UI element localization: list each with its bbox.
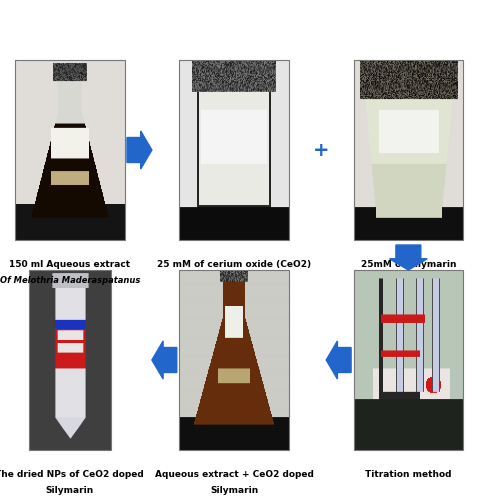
Text: The dried NPs of CeO2 doped: The dried NPs of CeO2 doped bbox=[0, 470, 144, 479]
Polygon shape bbox=[389, 245, 427, 270]
Text: 150 ml Aqueous extract: 150 ml Aqueous extract bbox=[9, 260, 130, 269]
Bar bbox=[179, 270, 289, 450]
Text: Aqueous extract + CeO2 doped: Aqueous extract + CeO2 doped bbox=[154, 470, 314, 479]
Text: +: + bbox=[313, 140, 330, 160]
Text: Silymarin: Silymarin bbox=[46, 486, 94, 495]
Text: Titration method: Titration method bbox=[365, 470, 452, 479]
Bar bbox=[29, 270, 111, 450]
Polygon shape bbox=[152, 341, 177, 379]
Text: Of Melothria Maderaspatanus: Of Melothria Maderaspatanus bbox=[0, 276, 140, 285]
Bar bbox=[354, 60, 463, 240]
Bar bbox=[179, 60, 289, 240]
Text: 25 mM of cerium oxide (CeO2): 25 mM of cerium oxide (CeO2) bbox=[157, 260, 311, 269]
Polygon shape bbox=[326, 341, 351, 379]
Bar bbox=[354, 270, 463, 450]
Text: 25mM of Silymarin: 25mM of Silymarin bbox=[361, 260, 456, 269]
Polygon shape bbox=[127, 131, 152, 169]
Bar bbox=[15, 60, 124, 240]
Text: Silymarin: Silymarin bbox=[210, 486, 258, 495]
